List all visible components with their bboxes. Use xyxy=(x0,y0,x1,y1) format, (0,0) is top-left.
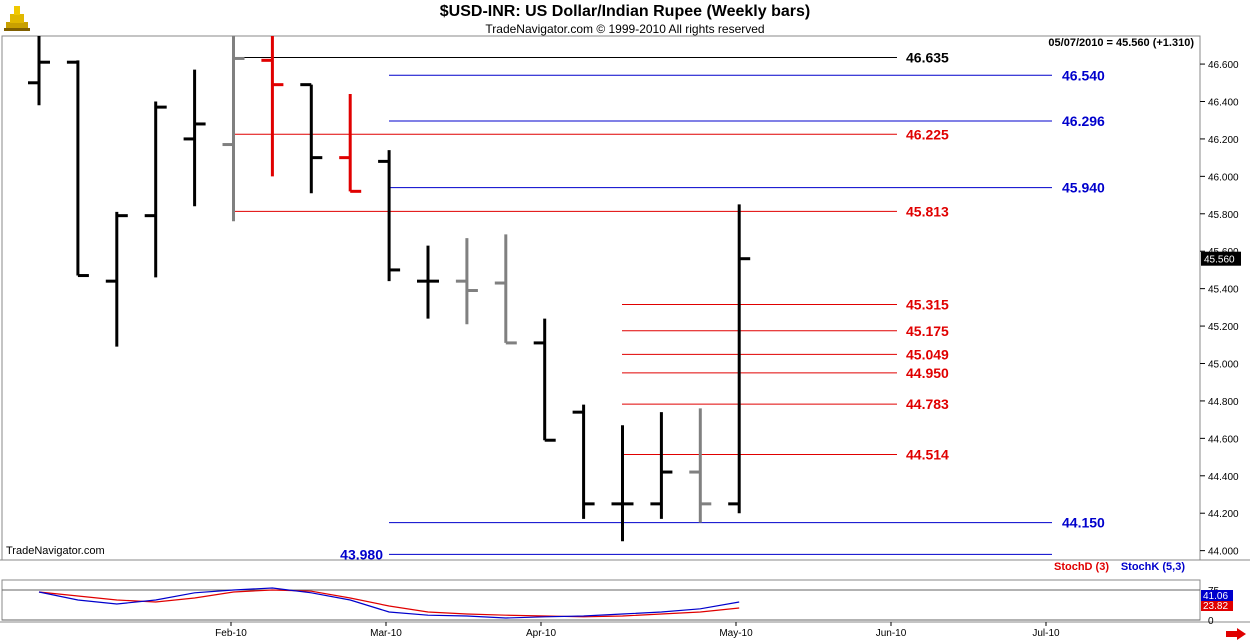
y-tick-label: 44.400 xyxy=(1208,472,1239,483)
ohlc-bar xyxy=(455,238,478,325)
y-tick-label: 44.200 xyxy=(1208,509,1239,520)
price-axis: 46.60046.40046.20046.00045.80045.60045.4… xyxy=(1200,60,1241,558)
ohlc-bar xyxy=(494,234,517,345)
x-tick-label: Jul-10 xyxy=(1032,628,1060,639)
y-tick-label: 45.000 xyxy=(1208,360,1239,371)
level-label: 45.175 xyxy=(906,323,949,339)
ohlc-bar xyxy=(66,60,89,278)
price-plot-border xyxy=(1,35,1201,561)
ohlc-bar xyxy=(222,36,245,222)
ohlc-bar xyxy=(183,69,206,207)
last-price-box xyxy=(1201,251,1241,266)
ohlc-bar xyxy=(689,408,712,523)
level-label: 46.540 xyxy=(1062,67,1105,83)
stochd-line xyxy=(38,589,740,618)
price-levels: 46.635 46.540 46.296 46.225 45.940 45.813 45.3… xyxy=(234,50,1105,562)
x-tick-label: Mar-10 xyxy=(370,628,402,639)
y-tick-label: 46.400 xyxy=(1208,98,1239,109)
legend-stochk: StochK (5,3) xyxy=(1120,561,1185,573)
level-label: 45.315 xyxy=(906,297,949,313)
y-tick-label: 44.800 xyxy=(1208,397,1239,408)
scroll-right-arrow-icon[interactable] xyxy=(1226,628,1246,640)
ohlc-bar xyxy=(611,425,634,542)
ohlc-bars xyxy=(28,36,751,542)
ohlc-bar xyxy=(378,150,401,282)
ohlc-bar xyxy=(300,83,323,194)
level-label: 45.940 xyxy=(1062,180,1105,196)
date-axis: Feb-10 Mar-10 Apr-10 May-10 Jun-10 Jul-10 xyxy=(215,622,1060,639)
ohlc-bar xyxy=(650,412,673,519)
stoch-value-label: 41.06 xyxy=(1203,591,1228,602)
last-price-label: 45.560 xyxy=(1204,255,1235,266)
level-label: 44.950 xyxy=(906,365,949,381)
level-label: 44.783 xyxy=(906,396,949,412)
level-label: 46.296 xyxy=(1062,113,1105,129)
ohlc-bar xyxy=(261,36,284,177)
y-tick-label: 45.800 xyxy=(1208,210,1239,221)
level-label: 45.813 xyxy=(906,203,949,219)
level-label: 43.980 xyxy=(340,546,383,562)
ohlc-bar xyxy=(533,318,556,442)
ohlc-bar xyxy=(572,404,595,519)
x-tick-label: Apr-10 xyxy=(526,628,556,639)
stoch-value-box xyxy=(1201,600,1233,611)
chart-title: $USD-INR: US Dollar/Indian Rupee (Weekly… xyxy=(439,3,811,20)
stochk-line xyxy=(38,587,740,619)
stoch-tick-label: 0 xyxy=(1208,616,1214,627)
y-tick-label: 44.000 xyxy=(1208,547,1239,558)
y-tick-label: 45.200 xyxy=(1208,322,1239,333)
y-tick-label: 46.200 xyxy=(1208,135,1239,146)
x-tick-label: Feb-10 xyxy=(215,628,247,639)
ohlc-bar xyxy=(28,36,50,106)
stoch-value-box xyxy=(1201,590,1233,601)
y-tick-label: 46.000 xyxy=(1208,172,1239,183)
stoch-value-label: 23.82 xyxy=(1203,601,1228,612)
ohlc-bar xyxy=(417,245,439,319)
level-label: 46.225 xyxy=(906,126,949,142)
level-label: 44.514 xyxy=(906,446,949,462)
credit-label: TradeNavigator.com xyxy=(6,545,105,557)
x-tick-label: Jun-10 xyxy=(876,628,907,639)
level-label: 45.049 xyxy=(906,346,949,362)
legend-stochd: StochD (3) xyxy=(1054,561,1109,573)
y-tick-label: 45.400 xyxy=(1208,285,1239,296)
ohlc-bar xyxy=(144,101,167,278)
trade-navigator-logo-icon xyxy=(4,6,30,31)
chart-subtitle: TradeNavigator.com © 1999-2010 All right… xyxy=(485,22,765,36)
ohlc-bar xyxy=(339,94,362,193)
level-label: 46.635 xyxy=(906,50,949,66)
last-quote: 05/07/2010 = 45.560 (+1.310) xyxy=(1048,37,1194,49)
x-tick-label: May-10 xyxy=(719,628,753,639)
ohlc-bar xyxy=(728,204,751,514)
y-tick-label: 46.600 xyxy=(1208,60,1239,71)
y-tick-label: 44.600 xyxy=(1208,434,1239,445)
stoch-plot-border xyxy=(1,579,1201,621)
ohlc-bar xyxy=(105,211,128,347)
level-label: 44.150 xyxy=(1062,515,1105,531)
